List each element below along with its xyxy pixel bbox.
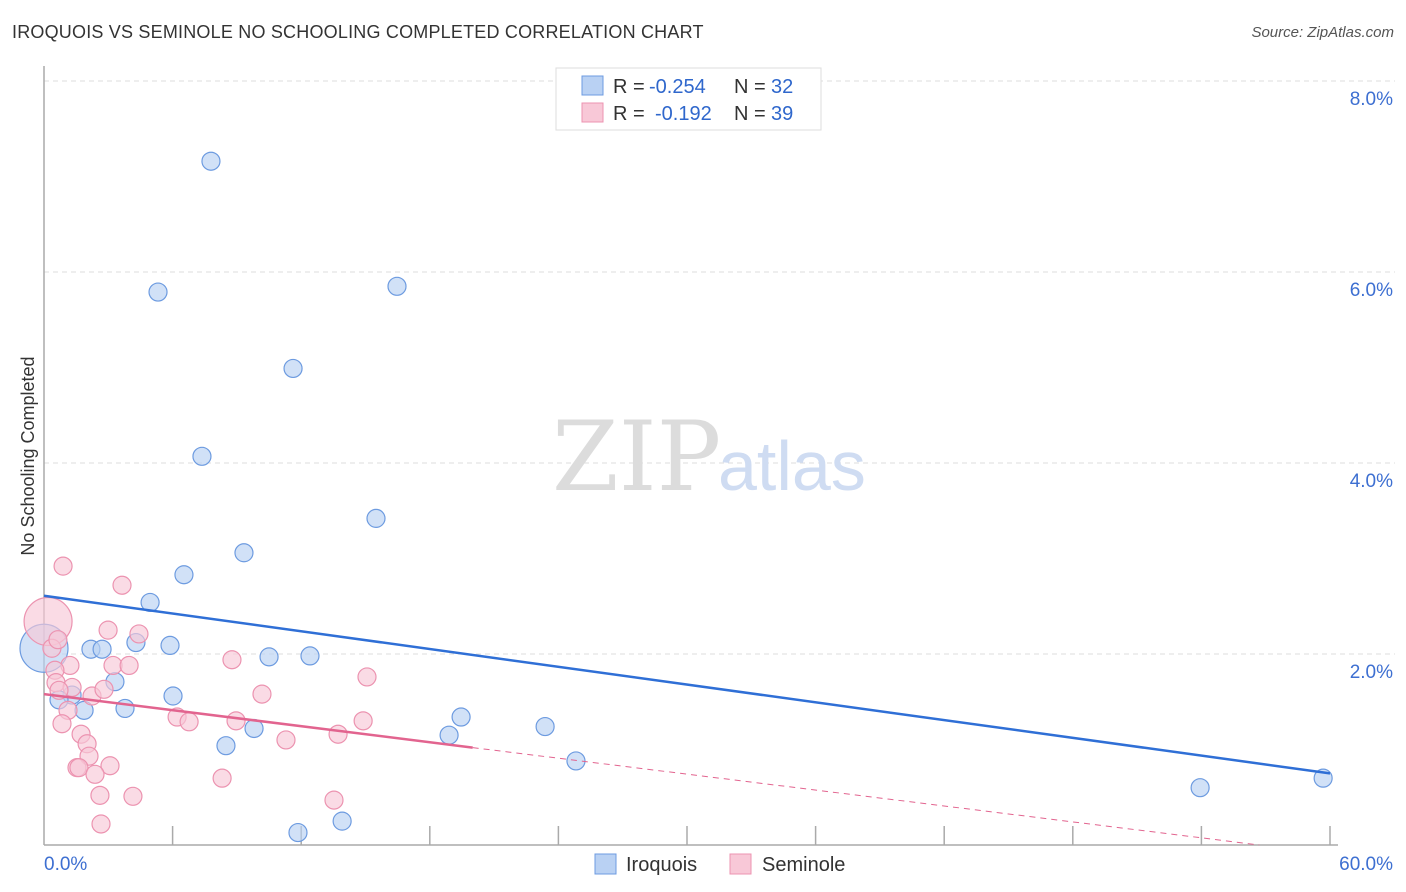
seminole-point[interactable] (119, 655, 139, 676)
seminole-point[interactable] (212, 768, 232, 788)
legend-swatch-seminole (581, 102, 604, 123)
seminole-point[interactable] (226, 711, 246, 731)
seminole-point[interactable] (353, 711, 373, 731)
seminole-trend-extension (472, 747, 1260, 846)
iroquois-point[interactable] (300, 646, 320, 666)
y-axis-label: No Schooling Completed (18, 356, 38, 555)
iroquois-point[interactable] (439, 725, 459, 745)
iroquois-point[interactable] (115, 698, 135, 719)
source-label: Source: ZipAtlas.com (1251, 24, 1394, 41)
seminole-point[interactable] (52, 714, 72, 734)
seminole-point[interactable] (53, 556, 73, 576)
legend-r-value: -0.254 (649, 76, 706, 98)
iroquois-point[interactable] (283, 358, 303, 379)
x-tick-label-min: 0.0% (44, 854, 87, 875)
seminole-point[interactable] (112, 575, 132, 595)
seminole-point[interactable] (222, 650, 242, 670)
iroquois-point[interactable] (259, 647, 279, 667)
legend-swatch-iroquois (581, 75, 604, 96)
seminole-point[interactable] (328, 724, 348, 744)
seminole-point[interactable] (129, 624, 149, 644)
bottom-legend-iroquois[interactable]: Iroquois (626, 854, 697, 876)
iroquois-point[interactable] (566, 751, 586, 771)
bottom-legend-swatch-seminole (729, 853, 752, 875)
y-tick-label: 6.0% (1350, 280, 1393, 301)
seminole-point[interactable] (91, 814, 111, 834)
legend-n-value: 32 (771, 76, 793, 98)
iroquois-point[interactable] (535, 716, 555, 737)
iroquois-point[interactable] (387, 276, 407, 296)
iroquois-point[interactable] (366, 508, 386, 528)
seminole-point[interactable] (252, 684, 272, 704)
bottom-legend: Iroquois Seminole (594, 853, 845, 876)
legend-n-label: N = (734, 103, 766, 125)
watermark-zip: ZIP (552, 401, 721, 513)
legend-r-label: R = (613, 76, 645, 98)
iroquois-point[interactable] (201, 151, 221, 171)
watermark-atlas: atlas (718, 427, 866, 505)
legend-n-label: N = (734, 76, 766, 98)
iroquois-trend-line (43, 594, 1331, 775)
seminole-point[interactable] (103, 655, 123, 676)
seminole-point[interactable] (179, 712, 199, 732)
seminole-point[interactable] (85, 764, 105, 784)
iroquois-point[interactable] (192, 446, 212, 466)
legend-n-value: 39 (771, 103, 793, 125)
bottom-legend-seminole[interactable]: Seminole (762, 854, 845, 876)
legend-r-label: R = (613, 103, 645, 125)
seminole-point[interactable] (357, 667, 377, 687)
iroquois-point[interactable] (92, 639, 112, 659)
bottom-legend-swatch-iroquois (594, 853, 617, 875)
iroquois-point[interactable] (163, 686, 183, 706)
iroquois-point[interactable] (332, 811, 352, 831)
seminole-point[interactable] (98, 620, 118, 640)
seminole-point[interactable] (276, 730, 296, 750)
iroquois-point[interactable] (160, 635, 180, 656)
legend: R = -0.254 N = 32 R = -0.192 N = 39 (555, 67, 822, 131)
iroquois-point[interactable] (148, 282, 168, 302)
seminole-point[interactable] (100, 756, 120, 776)
iroquois-point[interactable] (288, 822, 308, 843)
seminole-point[interactable] (48, 630, 68, 650)
seminole-point[interactable] (123, 786, 143, 806)
x-tick-label-max: 60.0% (1339, 854, 1393, 875)
iroquois-point[interactable] (1190, 778, 1210, 798)
seminole-trend-line (43, 692, 473, 749)
seminole-point[interactable] (90, 785, 110, 805)
seminole-point[interactable] (324, 790, 344, 810)
iroquois-point[interactable] (451, 707, 471, 727)
seminole-point[interactable] (94, 679, 114, 699)
iroquois-point[interactable] (174, 565, 194, 585)
y-tick-label: 8.0% (1350, 89, 1393, 110)
y-tick-label: 2.0% (1350, 662, 1393, 683)
iroquois-point[interactable] (216, 736, 236, 756)
legend-r-value: -0.192 (655, 103, 712, 125)
seminole-point[interactable] (69, 758, 89, 778)
chart-title: IROQUOIS VS SEMINOLE NO SCHOOLING COMPLE… (12, 22, 704, 42)
iroquois-point[interactable] (234, 543, 254, 563)
y-tick-label: 4.0% (1350, 471, 1393, 492)
